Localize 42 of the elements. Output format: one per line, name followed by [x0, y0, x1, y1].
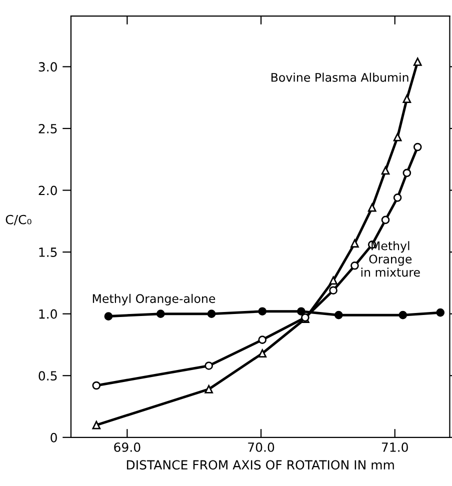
y-tick-label: 1.5 — [39, 248, 57, 257]
point — [398, 310, 408, 320]
point — [381, 216, 390, 224]
series-label: Bovine Plasma Albumin — [271, 72, 408, 82]
point — [381, 166, 390, 175]
x-tick-label: 71.0 — [382, 442, 408, 452]
point — [258, 336, 267, 344]
point — [393, 132, 402, 142]
point — [204, 362, 213, 370]
point — [207, 310, 216, 318]
point — [368, 203, 376, 212]
point — [329, 286, 338, 295]
y-tick-label: 0.5 — [38, 371, 57, 381]
y-tick-label: 3.0 — [38, 62, 57, 72]
y-tick-label: 0 — [50, 432, 57, 442]
x-tick-label: 70.0 — [248, 442, 274, 452]
point — [297, 307, 306, 316]
x-axis-title: DISTANCE FROM AXIS OF ROTATION IN mm — [126, 460, 394, 470]
point — [334, 310, 343, 320]
series-label: Methyl Orange-alone — [92, 294, 216, 306]
x-tick-label: 69.0 — [114, 442, 140, 452]
point — [92, 420, 101, 430]
point — [402, 94, 412, 103]
point — [350, 261, 359, 270]
point — [104, 312, 113, 320]
point — [258, 349, 267, 358]
point — [436, 308, 445, 317]
point — [156, 310, 165, 318]
point — [393, 194, 402, 202]
point — [92, 381, 101, 390]
point — [350, 239, 359, 248]
y-tick-label: 2.5 — [38, 124, 57, 134]
y-tick-label: 2.0 — [38, 186, 57, 196]
y-tick-label: 1.0 — [39, 309, 57, 319]
series-label: Methyl Orange in mixture — [361, 241, 420, 277]
y-axis-title: C/C₀ — [6, 214, 32, 226]
point — [258, 307, 267, 316]
point — [413, 142, 422, 152]
point — [413, 58, 422, 66]
point — [204, 385, 213, 394]
point — [402, 168, 412, 178]
point — [329, 276, 338, 285]
